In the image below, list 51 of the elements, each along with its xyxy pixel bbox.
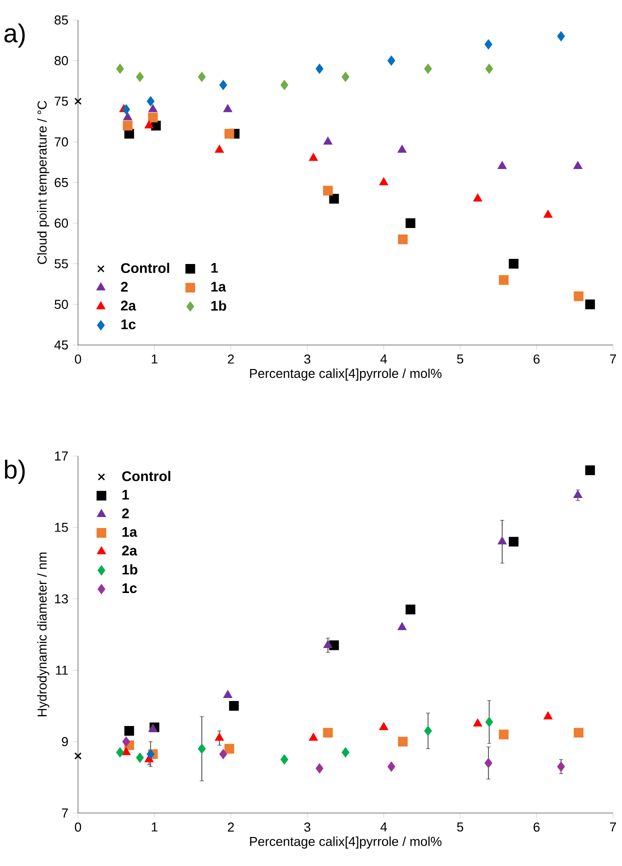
y-tick-label: 70 — [54, 137, 68, 146]
x-tick-label: 0 — [74, 822, 82, 832]
y-tick-label: 80 — [54, 56, 68, 66]
y-tick-label: 7 — [62, 808, 68, 818]
legend-label: 1b — [211, 300, 226, 311]
legend-label: 2 — [122, 508, 129, 518]
x-tick-label: 6 — [534, 822, 540, 832]
y-tick-label: 15 — [55, 522, 68, 532]
legend-label: 1 — [122, 490, 130, 500]
legend-label: 2 — [120, 282, 128, 292]
legend-label: 1c — [122, 583, 137, 594]
x-tick-label: 0 — [74, 354, 82, 364]
y-tick-label: 17 — [55, 452, 68, 460]
y-tick-label: 45 — [54, 340, 68, 350]
y-tick-label: 85 — [54, 15, 68, 25]
y-tick-label: 9 — [62, 737, 68, 746]
x-tick-label: 5 — [457, 354, 464, 364]
legend-label: 1 — [211, 263, 218, 273]
y-tick-label: 11 — [56, 666, 68, 675]
x-axis-title: Percentage calix[4]pyrrole / mol% — [250, 368, 442, 381]
x-tick-label: 5 — [457, 822, 464, 832]
x-tick-label: 7 — [610, 354, 616, 364]
y-tick-label: 65 — [54, 178, 68, 188]
x-tick-label: 4 — [380, 354, 387, 364]
x-tick-label: 2 — [228, 822, 234, 832]
legend-label: 1a — [211, 282, 226, 292]
x-tick-label: 3 — [304, 822, 310, 832]
legend-label: 1c — [121, 320, 136, 330]
y-tick-label: 75 — [54, 96, 68, 106]
legend-label: 1a — [122, 527, 138, 537]
legend-label: Control — [121, 262, 170, 274]
x-tick-label: 1 — [152, 822, 158, 832]
y-tick-label: 60 — [54, 218, 68, 228]
y-axis-title: Cloud point temperature / °C — [37, 100, 50, 264]
x-tick-label: 6 — [534, 354, 540, 364]
y-tick-label: 55 — [54, 259, 68, 268]
legend-label: Control — [122, 470, 170, 482]
chart-title: b) — [4, 460, 25, 484]
y-tick-label: 50 — [54, 300, 68, 309]
chart-title: a) — [4, 23, 25, 48]
legend-label: 2a — [120, 300, 136, 311]
x-axis-title: Percentage calix[4]pyrrole / mol% — [250, 836, 442, 849]
x-tick-label: 4 — [380, 822, 387, 832]
x-tick-label: 2 — [228, 354, 234, 364]
y-axis-title: Hydrodynamic diameter / nm — [37, 552, 50, 716]
x-tick-label: 7 — [610, 822, 616, 832]
y-tick-label: 13 — [55, 594, 68, 604]
legend-label: 1b — [122, 564, 138, 575]
x-tick-label: 3 — [304, 354, 310, 364]
x-tick-label: 1 — [152, 354, 158, 364]
legend-label: 2a — [122, 546, 138, 556]
